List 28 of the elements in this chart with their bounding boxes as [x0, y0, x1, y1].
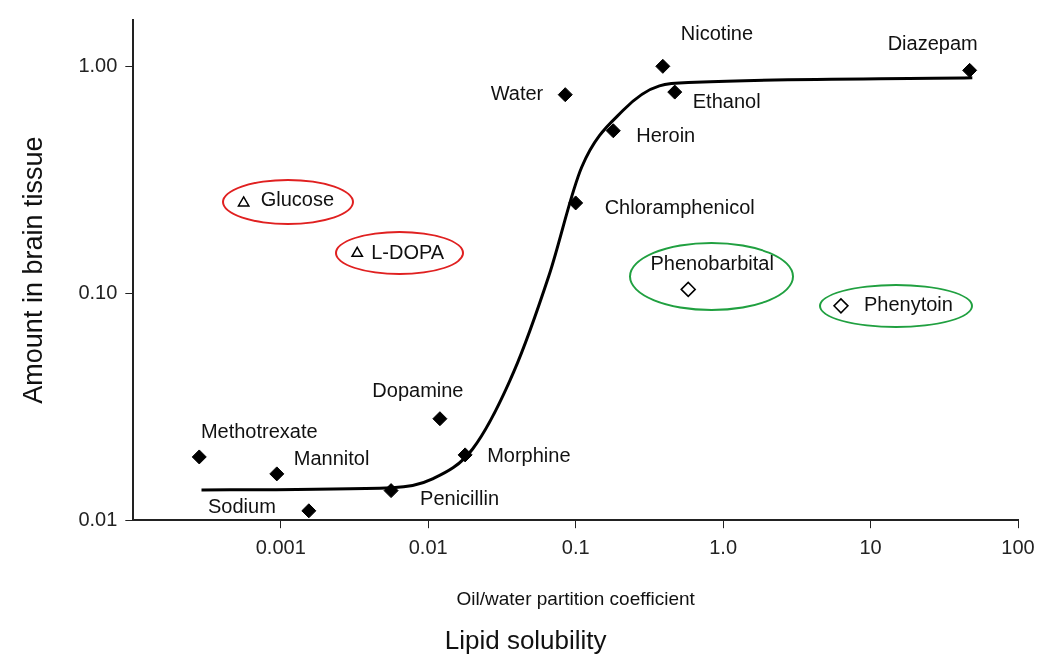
- y-tick-label: 0.10: [78, 280, 118, 303]
- annotation: Methotrexate: [200, 420, 318, 443]
- annotation: Phenobarbital: [650, 251, 774, 274]
- x-tick-label: 1.0: [709, 535, 738, 558]
- annotation: Nicotine: [680, 21, 754, 44]
- annotation: Glucose: [260, 188, 335, 211]
- annotation: Water: [490, 82, 544, 105]
- annotation: Heroin: [636, 124, 696, 147]
- x-axis-title: Oil/water partition coefficient: [456, 587, 696, 609]
- y-tick-label: 1.00: [78, 53, 118, 76]
- x-tick-label: 0.1: [561, 535, 590, 558]
- x-tick-label: 10: [859, 535, 882, 558]
- annotation: L-DOPA: [371, 240, 445, 263]
- annotation: Ethanol: [692, 89, 761, 112]
- annotation: Chloramphenicol: [604, 196, 755, 219]
- annotation: Mannitol: [293, 447, 370, 470]
- y-tick-label: 0.01: [78, 507, 118, 530]
- y-axis-title: Amount in brain tissue: [17, 136, 48, 404]
- annotation: Diazepam: [887, 31, 978, 54]
- x-tick-label: 100: [1001, 535, 1035, 558]
- text: Lipid solubility: [444, 625, 607, 656]
- annotation: Penicillin: [420, 487, 500, 510]
- x-tick-label: 0.001: [255, 535, 306, 558]
- annotation: Sodium: [208, 495, 276, 518]
- x-tick-label: 0.01: [408, 535, 448, 558]
- annotation: Dopamine: [372, 379, 464, 402]
- annotation: Morphine: [487, 444, 571, 467]
- annotation: Phenytoin: [863, 293, 953, 316]
